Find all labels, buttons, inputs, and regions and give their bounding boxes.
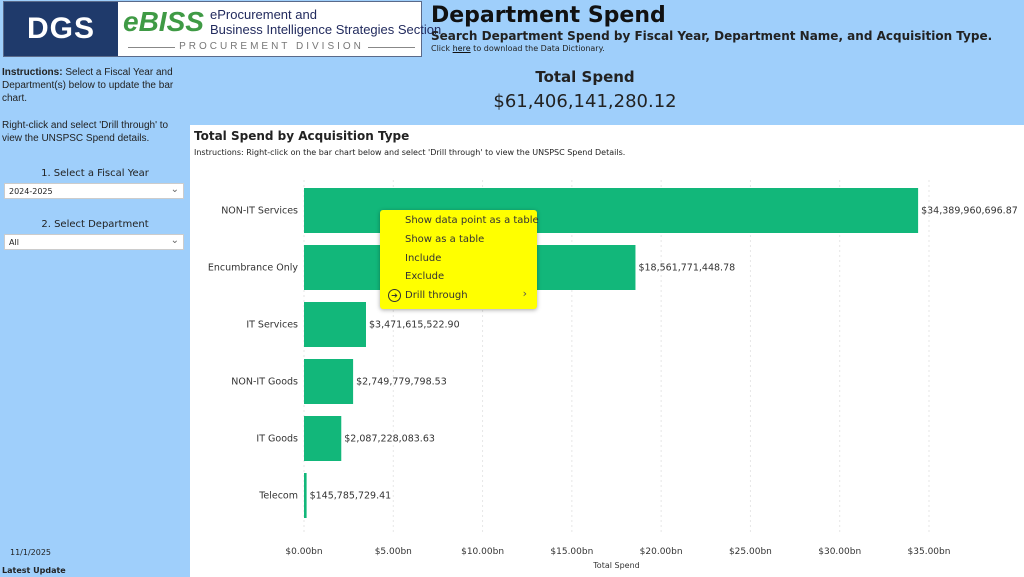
category-label: IT Goods <box>256 434 298 445</box>
menu-item-drill-through[interactable]: Drill through <box>405 290 468 301</box>
logo-division: PROCUREMENT DIVISION <box>128 41 415 53</box>
menu-item-include[interactable]: Include <box>405 253 442 264</box>
fiscal-year-dropdown[interactable]: 2024-2025 ⌄ <box>4 183 184 199</box>
category-label: Encumbrance Only <box>208 263 299 274</box>
latest-update-label: Latest Update <box>2 566 66 575</box>
x-tick-label: $20.00bn <box>640 547 683 557</box>
ebiss-logo: eBISS eProcurement and Business Intellige… <box>118 2 441 56</box>
department-value: All <box>9 238 19 247</box>
department-dropdown[interactable]: All ⌄ <box>4 234 184 250</box>
dict-post: to download the Data Dictionary. <box>470 44 605 53</box>
data-dictionary-link[interactable]: here <box>452 44 471 53</box>
dgs-logo: DGS <box>4 2 118 56</box>
bar-non-it-goods[interactable] <box>304 359 354 404</box>
instr-text: Select a Fiscal Year and Department(s) b… <box>2 67 174 104</box>
sidebar-instructions: Instructions: Select a Fiscal Year and D… <box>2 66 188 105</box>
x-tick-label: $5.00bn <box>375 547 412 557</box>
drill-through-icon: ➔ <box>388 289 401 302</box>
bar-it-goods[interactable] <box>304 416 342 461</box>
bar-it-services[interactable] <box>304 302 366 347</box>
logo-line2: Business Intelligence Strategies Section <box>210 22 442 37</box>
x-tick-label: $0.00bn <box>285 547 322 557</box>
chevron-down-icon: ⌄ <box>170 235 179 246</box>
chevron-down-icon: ⌄ <box>170 184 179 195</box>
instr-bold: Instructions: <box>2 67 63 78</box>
data-label: $2,749,779,798.53 <box>356 377 447 388</box>
acquisition-type-bar-chart[interactable]: $0.00bn $5.00bn $10.00bn $15.00bn $20.00bn $2… <box>190 160 1024 577</box>
category-label: IT Services <box>246 320 298 331</box>
context-menu: Show data point as a table Show as a tab… <box>380 210 539 309</box>
x-axis-label: Total Spend <box>592 561 639 570</box>
logo-line1: eProcurement and <box>210 7 317 22</box>
total-spend-label: Total Spend <box>535 68 635 86</box>
department-label: 2. Select Department <box>41 219 149 230</box>
total-spend-value: $61,406,141,280.12 <box>493 91 677 112</box>
fiscal-year-label: 1. Select a Fiscal Year <box>41 168 149 179</box>
data-dictionary-note: Click here to download the Data Dictiona… <box>431 44 605 54</box>
dict-pre: Click <box>431 44 453 53</box>
data-label: $2,087,228,083.63 <box>344 434 435 445</box>
menu-item-exclude[interactable]: Exclude <box>405 271 445 282</box>
dgs-ebiss-logo: DGS eBISS eProcurement and Business Intel… <box>3 1 441 57</box>
data-label: $145,785,729.41 <box>310 491 392 502</box>
chevron-right-icon: › <box>522 287 527 300</box>
latest-update-date: 11/1/2025 <box>10 548 52 557</box>
x-tick-label: $35.00bn <box>908 547 951 557</box>
chart-instructions: Instructions: Right-click on the bar cha… <box>194 148 626 157</box>
ebiss-tagline: eProcurement and Business Intelligence St… <box>210 7 441 37</box>
category-label: NON-IT Goods <box>231 377 298 388</box>
page-title: Department Spend <box>431 3 666 28</box>
data-label: $34,389,960,696.87 <box>921 206 1018 217</box>
data-label: $3,471,615,522.90 <box>369 320 460 331</box>
x-tick-label: $10.00bn <box>461 547 504 557</box>
sidebar-instructions-2: Right-click and select 'Drill through' t… <box>2 120 169 144</box>
menu-item-show-data-point-table[interactable]: Show data point as a table <box>405 215 539 226</box>
x-tick-label: $30.00bn <box>818 547 861 557</box>
chart-title: Total Spend by Acquisition Type <box>194 129 410 143</box>
menu-item-show-as-table[interactable]: Show as a table <box>405 234 485 245</box>
fiscal-year-value: 2024-2025 <box>9 187 53 196</box>
category-label: NON-IT Services <box>221 206 298 217</box>
x-tick-label: $25.00bn <box>729 547 772 557</box>
data-label: $18,561,771,448.78 <box>638 263 735 274</box>
page-subtitle: Search Department Spend by Fiscal Year, … <box>431 29 993 43</box>
bar-telecom[interactable] <box>304 473 307 518</box>
ebiss-wordmark: eBISS <box>123 6 204 37</box>
category-label: Telecom <box>258 491 298 502</box>
x-tick-label: $15.00bn <box>550 547 593 557</box>
